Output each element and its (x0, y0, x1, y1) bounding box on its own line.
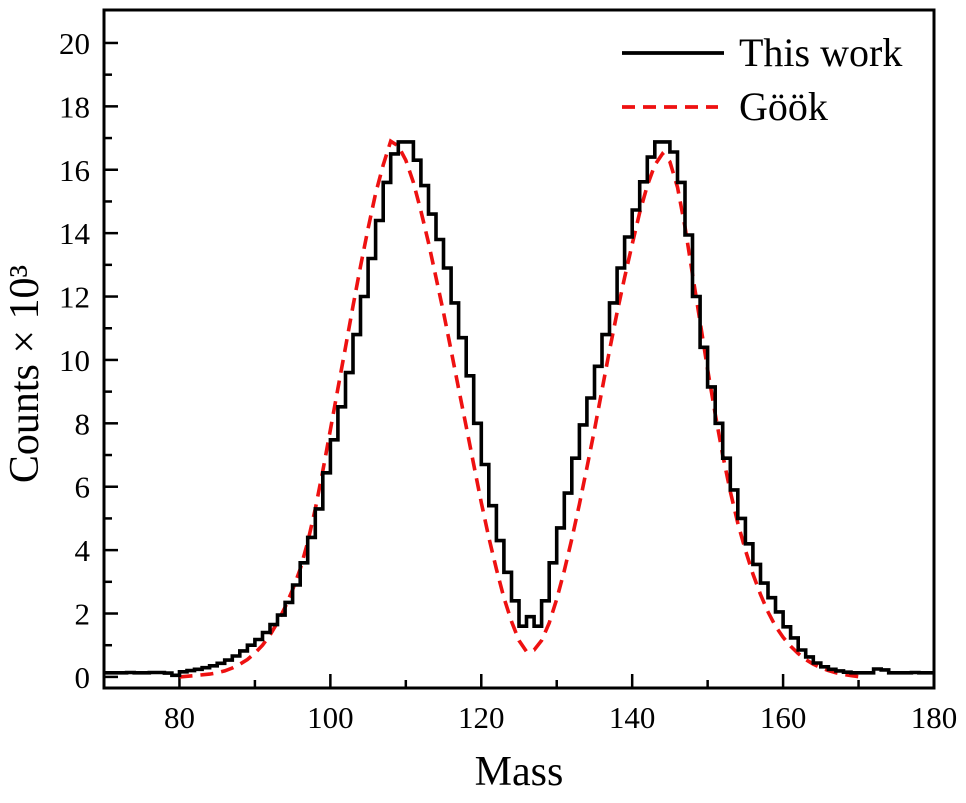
plot-frame (102, 8, 936, 690)
y-tick-label: 4 (75, 533, 91, 568)
y-tick-label: 14 (59, 216, 91, 251)
y-tick-label: 6 (75, 470, 91, 505)
axes: 80 100 120 140 160 180 0 2 4 6 8 10 12 14 16 18 20 (59, 8, 958, 735)
this-work-histogram (104, 140, 934, 678)
y-axis-label: Counts × 10³ (2, 265, 48, 483)
y-tick-label: 18 (59, 89, 90, 124)
legend-label-this-work: This work (739, 30, 902, 75)
y-tick-label: 10 (59, 343, 90, 378)
x-tick-label: 120 (458, 700, 505, 735)
y-tick-label: 20 (59, 26, 90, 61)
legend: This work Göök (622, 30, 902, 129)
x-tick-label: 140 (609, 700, 656, 735)
x-tick-label: 180 (911, 700, 958, 735)
gook-curve-path (179, 138, 867, 679)
x-tick-label: 80 (164, 700, 195, 735)
this-work-step-path (104, 140, 934, 678)
x-tick-label: 100 (307, 700, 354, 735)
x-tick-label: 160 (760, 700, 807, 735)
gook-fit-curve (179, 138, 867, 679)
x-axis-label: Mass (475, 749, 564, 795)
y-tick-label: 16 (59, 153, 90, 188)
legend-label-gook: Göök (739, 84, 828, 129)
y-tick-label: 2 (75, 597, 91, 632)
y-tick-label: 0 (75, 660, 91, 695)
y-tick-label: 8 (75, 406, 91, 441)
y-tick-label: 12 (59, 280, 90, 315)
